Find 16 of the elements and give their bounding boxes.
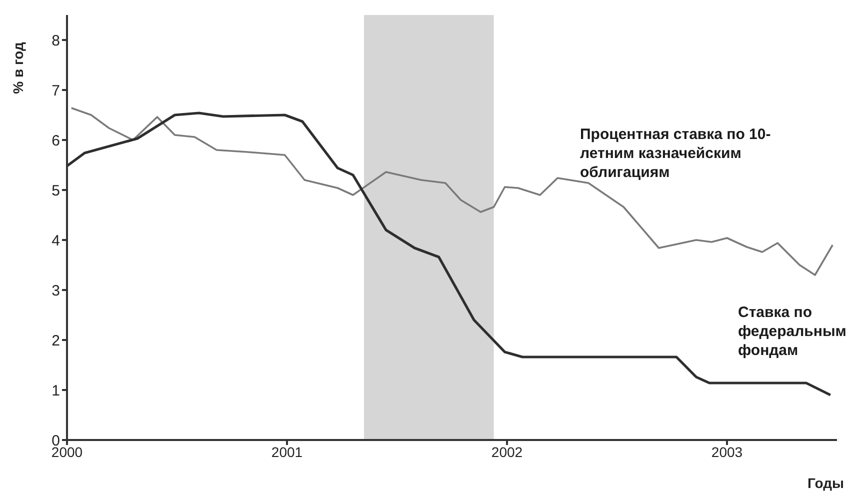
y-axis-title: % в год [10, 42, 26, 94]
y-tick-label: 8 [52, 32, 60, 50]
y-tick-label: 6 [52, 132, 60, 150]
y-tick-label: 2 [52, 332, 60, 350]
line-series [70, 107, 834, 276]
x-tick-label: 2002 [491, 444, 523, 460]
series-label: Процентная ставка по 10-летним казначейским облигациям [580, 125, 772, 182]
x-tick-label: 2003 [711, 444, 743, 460]
y-tick-label: 4 [52, 232, 60, 250]
y-tick-label: 7 [52, 82, 60, 100]
x-axis-title: Годы [808, 475, 844, 491]
y-tick-label: 3 [52, 282, 60, 300]
series-label: Ставка по федеральным фондам [738, 303, 848, 360]
x-tick-label: 2001 [271, 444, 303, 460]
y-tick-label: 5 [52, 182, 60, 200]
y-tick-label: 1 [52, 382, 60, 400]
